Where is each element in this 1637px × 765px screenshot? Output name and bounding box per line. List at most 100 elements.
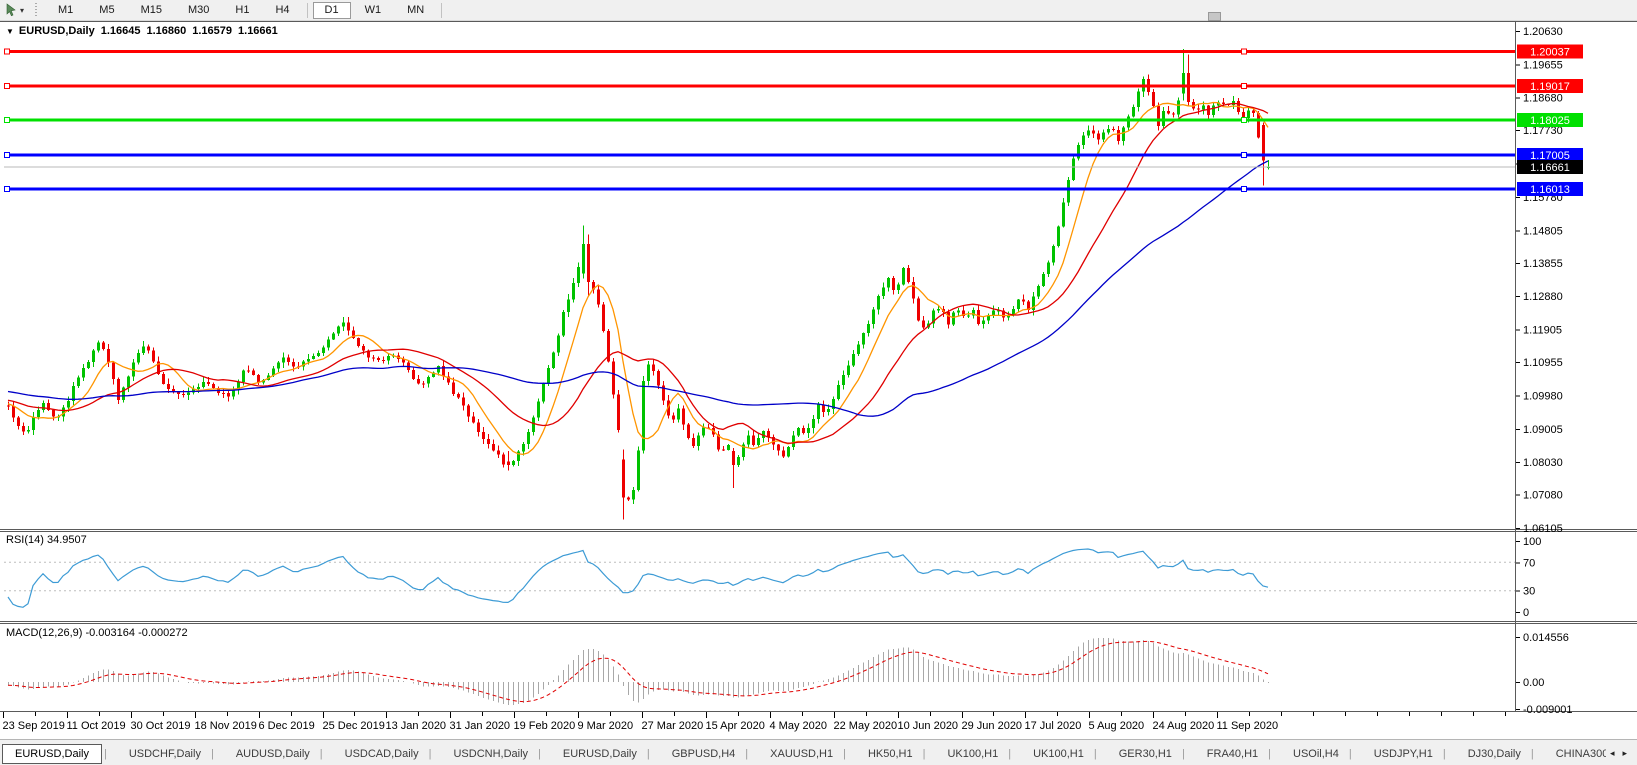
chart-tab-xauusd-h1[interactable]: XAUUSD,H1 (745, 744, 843, 764)
line-handle[interactable] (1241, 152, 1247, 159)
timeframe-button-m5[interactable]: M5 (99, 3, 115, 16)
chart-tab-usdchf-daily[interactable]: USDCHF,Daily (104, 744, 211, 764)
line-handle[interactable] (4, 48, 10, 55)
line-handle[interactable] (4, 83, 10, 90)
time-axis-label: 24 Aug 2020 (1153, 720, 1215, 732)
time-axis-label: 9 Mar 2020 (578, 720, 634, 732)
chart-shift-marker[interactable] (1208, 12, 1221, 21)
chart-tab-gbpusd-h4[interactable]: GBPUSD,H4 (647, 744, 745, 764)
chart-tab-bar: EURUSD,DailyUSDCHF,DailyAUDUSD,DailyUSDC… (0, 739, 1637, 765)
cursor-tool-icon (6, 3, 16, 17)
macd-axis-label: 0.014556 (1523, 632, 1569, 644)
chart-tab-usdcnh-daily[interactable]: USDCNH,Daily (429, 744, 538, 764)
rsi-axis-label: 100 (1523, 536, 1541, 548)
tab-strip: EURUSD,DailyUSDCHF,DailyAUDUSD,DailyUSDC… (2, 743, 1606, 764)
panel-frame (0, 21, 1637, 712)
horizontal-line-1.16013[interactable] (4, 185, 1515, 192)
svg-text:1.17005: 1.17005 (1530, 150, 1570, 162)
time-axis-label: 22 May 2020 (834, 720, 898, 732)
timeframe-button-w1[interactable]: W1 (364, 3, 382, 16)
time-axis-label: 23 Sep 2019 (3, 720, 65, 732)
horizontal-line-1.20037[interactable] (4, 48, 1515, 55)
chart-symbol-label: EURUSD,Daily (18, 25, 95, 37)
svg-text:1.16013: 1.16013 (1530, 184, 1570, 196)
chart-tab-uk100-h1[interactable]: UK100,H1 (1008, 744, 1094, 764)
chart-tab-usdjpy-h1[interactable]: USDJPY,H1 (1349, 744, 1443, 764)
chart-tab-eurusd-daily[interactable]: EURUSD,Daily (538, 744, 647, 764)
level-price-tag-1.17005: 1.17005 (1517, 148, 1583, 163)
horizontal-line-1.19017[interactable] (4, 83, 1515, 90)
macd-indicator-label: MACD(12,26,9) -0.003164 -0.000272 (6, 627, 188, 639)
timeframe-button-h1[interactable]: H1 (235, 3, 250, 16)
slow-ma-line (7, 160, 1269, 417)
timeframe-button-h4[interactable]: H4 (275, 3, 290, 16)
chart-tab-usdcad-daily[interactable]: USDCAD,Daily (320, 744, 429, 764)
horizontal-line-1.17005[interactable] (4, 152, 1515, 159)
timeframe-buttons: M1 M5 M15 M30 H1 H4 D1 W1 MN (45, 0, 446, 20)
current-price-tag: 1.16661 (1517, 159, 1583, 174)
price-axis-label: 1.14805 (1523, 225, 1563, 237)
cursor-tool-button[interactable]: ▾ (0, 3, 28, 17)
price-axis-label: 1.11905 (1523, 325, 1562, 337)
time-axis-label: 19 Feb 2020 (514, 720, 576, 732)
rsi-line (7, 548, 1269, 608)
macd-axis-label: 0.00 (1523, 677, 1544, 689)
time-axis-label: 6 Dec 2019 (259, 720, 315, 732)
line-handle[interactable] (4, 185, 10, 192)
time-axis-label: 15 Apr 2020 (706, 720, 765, 732)
chart-window: 1.206301.196551.186801.177301.167551.157… (0, 21, 1637, 739)
time-axis-label: 11 Oct 2019 (67, 720, 126, 732)
tab-scroll-left-icon[interactable]: ◂ (1609, 748, 1615, 758)
open-value: 1.16645 (100, 25, 141, 37)
toolbar-divider (306, 2, 308, 18)
chart-tab-audusd-daily[interactable]: AUDUSD,Daily (211, 744, 320, 764)
time-axis-label: 5 Aug 2020 (1089, 720, 1145, 732)
chart-tab-ger30-h1[interactable]: GER30,H1 (1094, 744, 1182, 764)
time-axis: 23 Sep 2019 11 Oct 2019 30 Oct 2019 18 Nov … (3, 712, 1506, 732)
chart-ohlc-title: ▼ EURUSD,Daily 1.16645 1.16860 1.16579 1.1666… (6, 25, 278, 37)
chart-tab-eurusd-daily[interactable]: EURUSD,Daily (2, 743, 102, 764)
time-axis-label: 27 Mar 2020 (642, 720, 704, 732)
candlestick-series (7, 48, 1270, 520)
time-axis-label: 25 Dec 2019 (323, 720, 385, 732)
chart-tab-dj30-daily[interactable]: DJ30,Daily (1443, 744, 1531, 764)
line-handle[interactable] (1241, 185, 1247, 192)
high-value: 1.16860 (146, 25, 187, 37)
svg-text:1.19017: 1.19017 (1530, 81, 1570, 93)
svg-text:1.18025: 1.18025 (1530, 115, 1570, 127)
horizontal-line-1.18025[interactable] (4, 117, 1515, 124)
price-axis-label: 1.10955 (1523, 357, 1563, 369)
price-axis-label: 1.08030 (1523, 457, 1563, 469)
price-axis-label: 1.19655 (1523, 59, 1563, 71)
time-axis-label: 30 Oct 2019 (131, 720, 191, 732)
medium-ma-line (7, 102, 1269, 444)
tab-scroll-right-icon[interactable]: ▸ (1622, 748, 1627, 758)
toolbar-divider (441, 2, 443, 18)
rsi-axis-label: 70 (1523, 557, 1535, 569)
chart-tab-fra40-h1[interactable]: FRA40,H1 (1182, 744, 1268, 764)
price-axis-label: 1.09980 (1523, 390, 1563, 402)
timeframe-button-mn[interactable]: MN (407, 3, 425, 16)
low-value: 1.16579 (192, 25, 233, 37)
price-axis-label: 1.09005 (1523, 424, 1563, 436)
line-handle[interactable] (1241, 83, 1247, 90)
rsi-axis-label: 30 (1523, 586, 1535, 598)
collapse-triangle-icon[interactable]: ▼ (6, 27, 14, 36)
chart-tab-usoil-h4[interactable]: USOil,H4 (1268, 744, 1349, 764)
macd-signal-line (7, 640, 1269, 703)
chart-tab-china300-h1[interactable]: CHINA300,H1 (1531, 744, 1606, 764)
rsi-indicator-label: RSI(14) 34.9507 (6, 534, 87, 546)
price-axis-label: 1.12880 (1523, 291, 1563, 303)
timeframe-button-m30[interactable]: M30 (187, 3, 210, 16)
line-handle[interactable] (4, 117, 10, 124)
line-handle[interactable] (1241, 48, 1247, 55)
cursor-tool-dropdown-icon[interactable]: ▾ (20, 5, 25, 15)
timeframe-button-m15[interactable]: M15 (140, 3, 162, 16)
timeframe-button-m1[interactable]: M1 (58, 3, 74, 16)
line-handle[interactable] (4, 152, 10, 159)
chart-tab-uk100-h1[interactable]: UK100,H1 (923, 744, 1009, 764)
toolbar-grip-handle[interactable] (35, 3, 41, 17)
chart-tab-hk50-h1[interactable]: HK50,H1 (843, 744, 923, 764)
timeframe-button-d1[interactable]: D1 (312, 1, 351, 19)
line-handle[interactable] (1241, 117, 1247, 124)
